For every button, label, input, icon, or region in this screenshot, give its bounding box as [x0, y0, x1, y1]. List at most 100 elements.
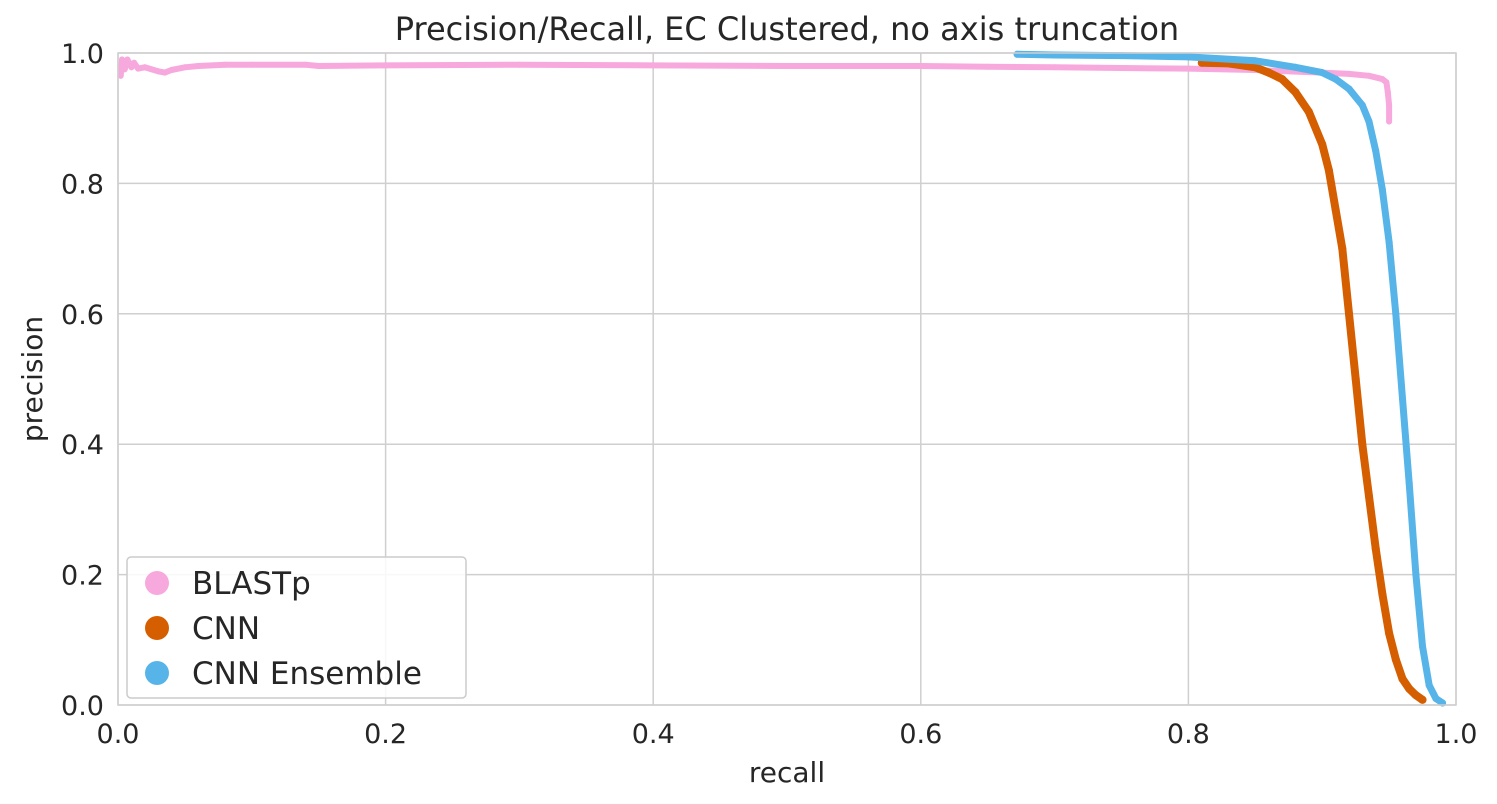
- data-point: [128, 64, 135, 71]
- data-point: [168, 67, 175, 73]
- data-point: [1391, 655, 1400, 664]
- data-point: [1351, 375, 1360, 383]
- data-point: [917, 63, 924, 69]
- data-point: [1372, 147, 1380, 155]
- data-point: [1331, 205, 1340, 214]
- data-point: [1405, 684, 1414, 693]
- data-point: [1332, 75, 1340, 83]
- legend-item-blastp: BLASTp: [145, 566, 311, 602]
- y-tick-label: 0.8: [61, 169, 104, 200]
- legend-marker: [145, 661, 169, 685]
- data-point: [302, 61, 309, 68]
- data-point: [1419, 642, 1426, 650]
- data-point: [1412, 571, 1420, 579]
- data-point: [117, 72, 124, 79]
- data-point: [121, 66, 128, 73]
- data-point: [119, 56, 125, 63]
- data-point: [131, 59, 138, 66]
- legend-label: CNN Ensemble: [192, 656, 422, 692]
- y-tick-label: 0.0: [61, 691, 104, 722]
- data-point: [1251, 63, 1260, 72]
- data-point: [1425, 681, 1433, 689]
- series-line-cnn: [1197, 58, 1427, 704]
- x-tick-label: 0.0: [97, 719, 140, 750]
- data-point: [1318, 69, 1326, 77]
- data-point: [1385, 629, 1394, 638]
- y-axis-label: precision: [16, 316, 49, 442]
- y-tick-label: 0.4: [61, 430, 104, 461]
- data-point: [1324, 166, 1333, 175]
- data-point: [181, 64, 188, 71]
- data-point: [1346, 70, 1352, 77]
- data-point: [1405, 479, 1413, 487]
- data-point: [784, 63, 790, 69]
- legend-label: CNN: [192, 611, 260, 647]
- legend-label: BLASTp: [192, 566, 311, 602]
- legend-marker: [145, 571, 169, 595]
- data-point: [382, 62, 389, 69]
- series-cnn-ensemble: [1013, 50, 1447, 707]
- x-tick-label: 1.0: [1435, 719, 1478, 750]
- legend-item-cnn-ensemble: CNN Ensemble: [145, 656, 422, 692]
- data-point: [984, 63, 991, 70]
- x-tick-label: 0.6: [899, 719, 942, 750]
- data-point: [141, 64, 148, 71]
- data-point: [148, 66, 155, 73]
- data-point: [1338, 244, 1347, 253]
- legend-item-cnn: CNN: [145, 611, 260, 647]
- data-point: [1365, 118, 1373, 125]
- data-point: [650, 62, 657, 69]
- data-point: [1379, 76, 1386, 83]
- data-point: [1345, 85, 1353, 93]
- series-line-cnn-ensemble: [1013, 50, 1447, 707]
- data-point: [1013, 50, 1021, 58]
- data-point: [1411, 691, 1420, 700]
- x-tick-label: 0.2: [364, 719, 407, 750]
- data-point: [1386, 102, 1393, 109]
- data-point: [516, 61, 523, 68]
- data-point: [1251, 57, 1259, 65]
- data-point: [1385, 238, 1393, 246]
- data-point: [155, 68, 162, 75]
- data-point: [1185, 65, 1192, 72]
- data-point: [1384, 89, 1391, 96]
- data-point: [1304, 107, 1313, 116]
- data-point: [1392, 310, 1400, 318]
- data-point: [1366, 72, 1372, 79]
- data-point: [1365, 492, 1373, 501]
- data-point: [1184, 53, 1192, 61]
- data-point: [1378, 590, 1387, 599]
- data-point: [135, 65, 142, 72]
- data-point: [248, 61, 255, 68]
- data-point: [1386, 118, 1393, 125]
- data-point: [1371, 544, 1380, 553]
- data-point: [1278, 75, 1287, 84]
- data-point: [1378, 186, 1386, 194]
- y-tick-label: 0.6: [61, 300, 104, 331]
- data-point: [1358, 101, 1366, 109]
- legend-marker: [145, 616, 169, 640]
- series-cnn: [1197, 58, 1427, 704]
- y-tick-label: 1.0: [61, 39, 104, 70]
- y-tick-label: 0.2: [61, 561, 104, 592]
- plot-frame: [117, 52, 1457, 706]
- data-point: [1291, 88, 1300, 97]
- data-point: [1291, 63, 1299, 71]
- data-point: [1432, 695, 1440, 702]
- x-tick-label: 0.4: [632, 719, 675, 750]
- data-point: [1118, 65, 1125, 71]
- data-point: [124, 56, 131, 63]
- tick-labels: 0.0 0.2 0.4 0.6 0.8 1.0 0.0 0.2 0.4 0.6 0.8 1.0: [61, 39, 1477, 750]
- data-point: [222, 61, 228, 68]
- legend-box: [126, 556, 467, 699]
- data-point: [1399, 395, 1406, 403]
- data-point: [315, 63, 322, 69]
- series-line-blastp: [117, 56, 1393, 125]
- x-axis-label: recall: [749, 756, 825, 789]
- data-point: [1345, 309, 1353, 318]
- legend: BLASTp CNN CNN Ensemble: [126, 556, 467, 699]
- data-point: [1118, 52, 1125, 60]
- x-tick-label: 0.8: [1167, 719, 1210, 750]
- data-point: [161, 69, 168, 76]
- data-point: [1264, 68, 1273, 77]
